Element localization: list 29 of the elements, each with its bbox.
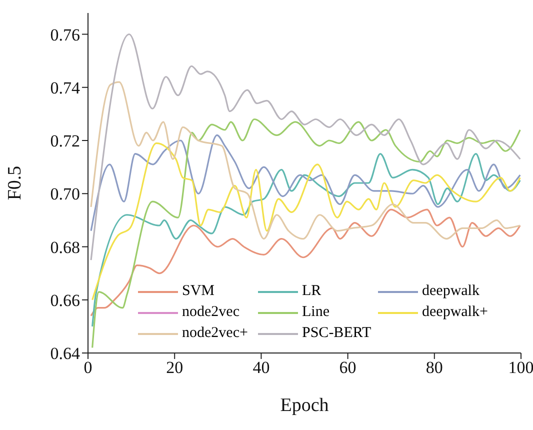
x-axis-title: Epoch (280, 395, 330, 416)
line-series (92, 152, 521, 328)
x-tick-label: 60 (339, 358, 356, 378)
y-tick-label: 0.76 (50, 25, 80, 44)
x-tick-label: 20 (166, 358, 184, 378)
line-series (90, 33, 521, 261)
y-tick-label: 0.74 (50, 78, 80, 98)
x-tick-label: 100 (508, 358, 533, 378)
legend-label: deepwalk+ (422, 304, 488, 321)
y-tick-label: 0.66 (50, 290, 80, 310)
legend-label: Line (302, 304, 330, 321)
x-tick-label: 40 (252, 358, 270, 378)
x-tick-label: 0 (84, 358, 92, 378)
legend-label: PSC-BERT (302, 325, 372, 342)
line-series (90, 81, 521, 240)
line-series (90, 134, 521, 232)
line-series (92, 142, 521, 301)
line-series (92, 118, 521, 348)
legend-label: LR (302, 283, 322, 300)
legend-label: deepwalk (422, 283, 480, 300)
y-tick-label: 0.64 (50, 344, 80, 364)
y-axis-title: F0.5 (4, 166, 26, 200)
legend-label: node2vec+ (182, 325, 248, 342)
x-tick-label: 80 (426, 358, 443, 378)
legend-label: node2vec (182, 304, 240, 321)
y-tick-label: 0.72 (50, 132, 80, 151)
y-tick-label: 0.68 (50, 238, 80, 257)
legend-label: SVM (182, 283, 215, 300)
y-tick-label: 0.70 (50, 184, 80, 204)
